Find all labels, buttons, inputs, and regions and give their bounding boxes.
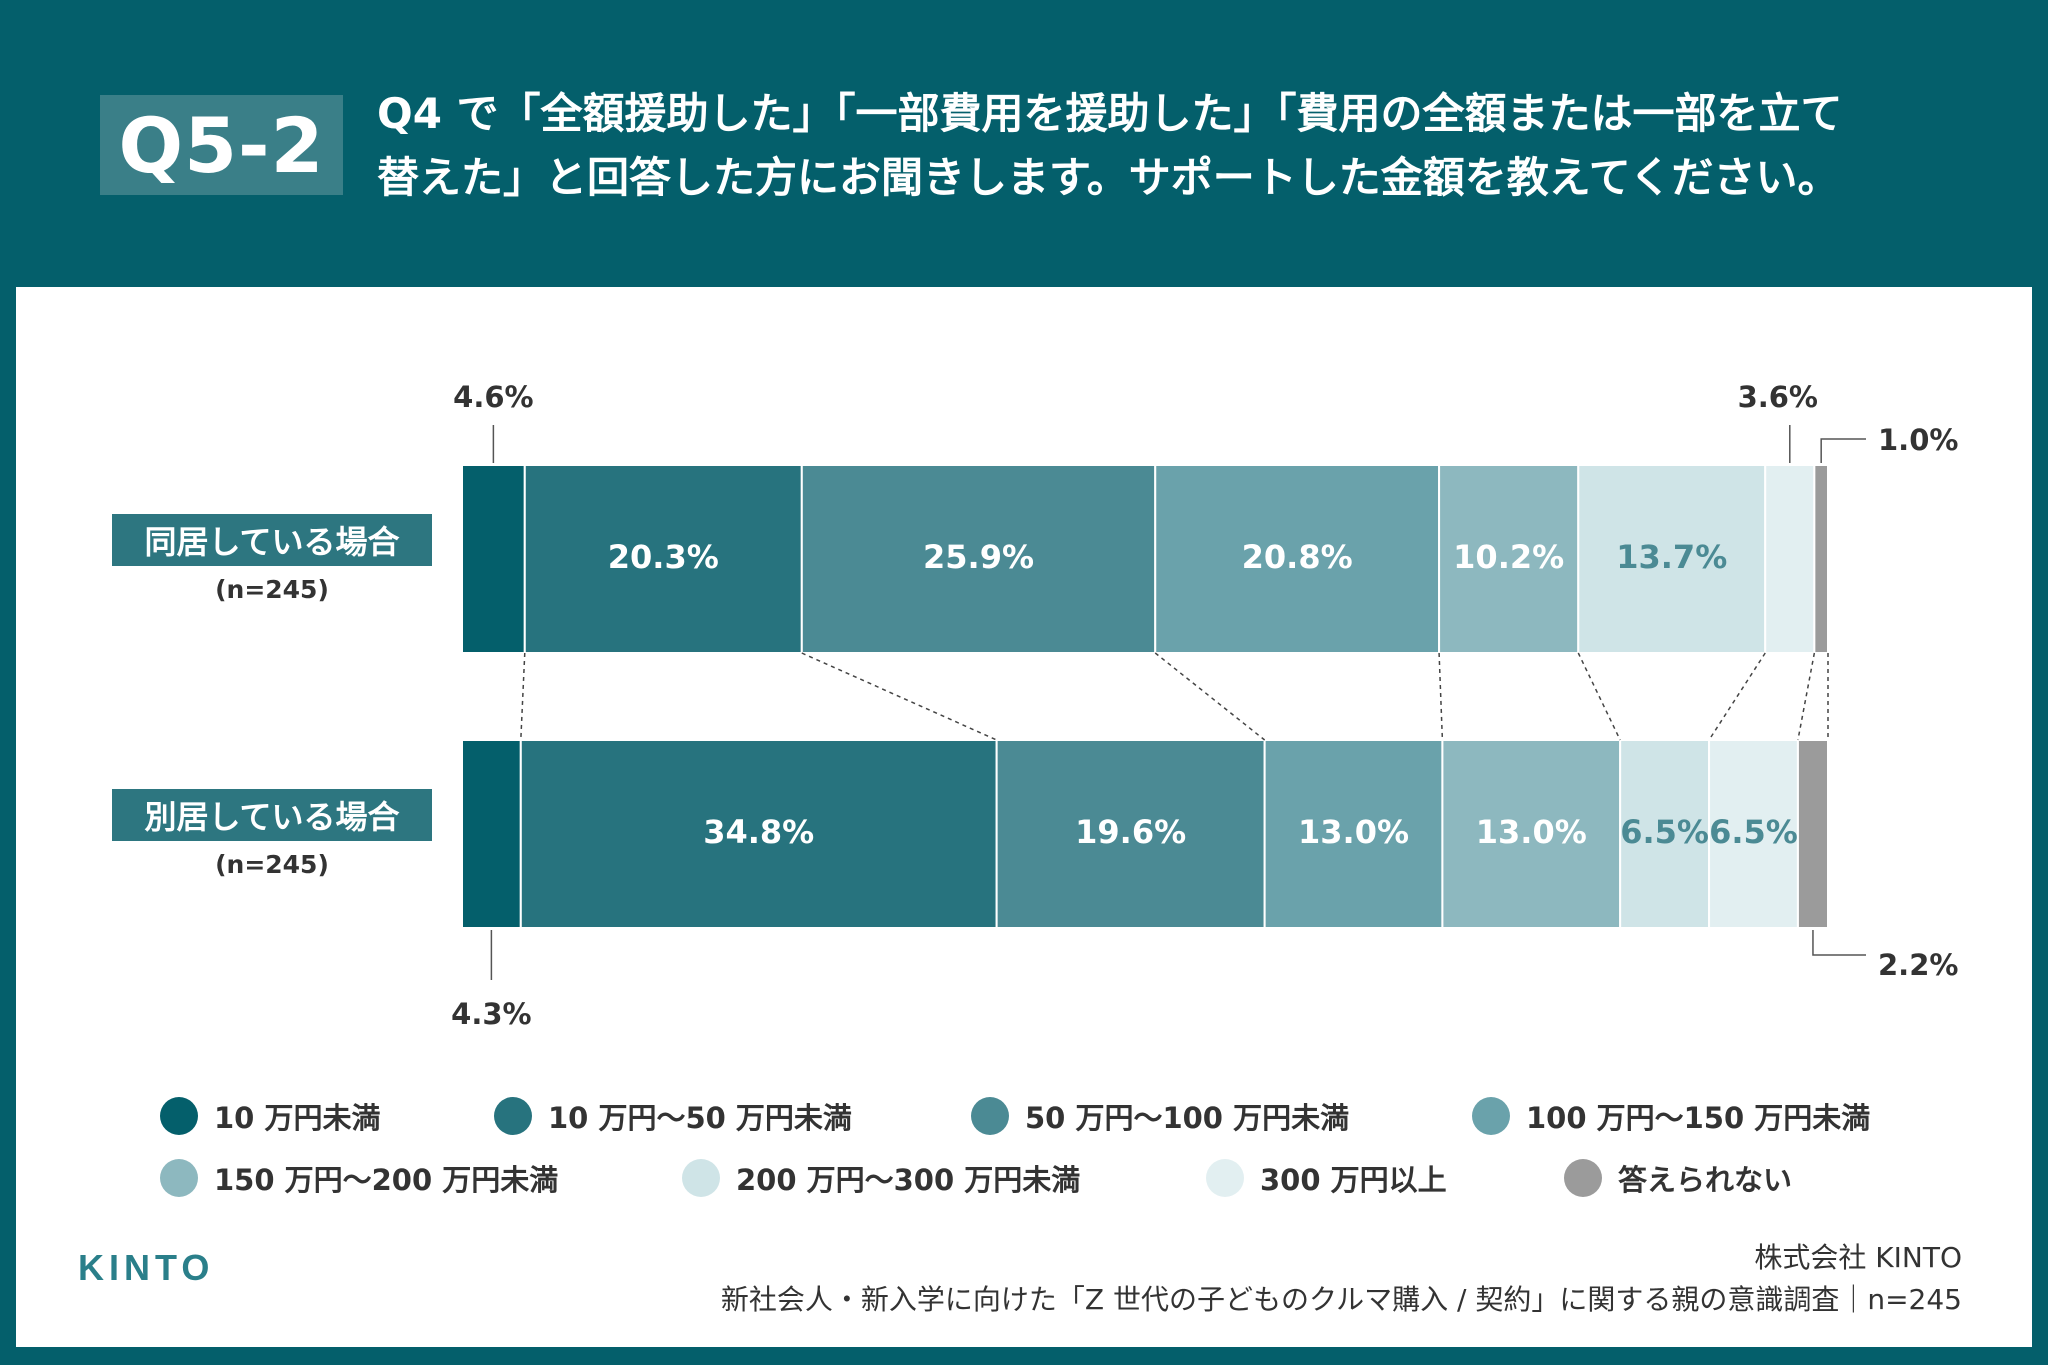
data-label: 13.7% [1616,538,1727,576]
bar-segment [1813,464,1829,654]
data-label: 13.0% [1298,813,1409,851]
legend-item: 50 万円〜100 万円未満 [971,1095,1349,1137]
legend-item: 10 万円未満 [160,1095,380,1137]
chart-panel: 4.6% 20.3% 25.9% 20.8% 10.2% 13.7% 3.6% 1.0% 4.3… [16,287,2032,1347]
data-label: 6.5% [1620,813,1709,851]
legend-swatch [1564,1159,1602,1197]
legend-swatch [1472,1097,1510,1135]
data-label: 10.2% [1453,538,1564,576]
bar-segment [1796,739,1830,929]
data-label: 4.6% [453,380,533,414]
connector-line [1154,652,1266,741]
row-n-together: (n=245) [215,575,329,604]
data-label: 6.5% [1709,813,1798,851]
data-label: 25.9% [923,538,1034,576]
legend-item: 10 万円〜50 万円未満 [494,1095,852,1137]
legend-label: 答えられない [1618,1163,1793,1197]
legend-item: 300 万円以上 [1206,1157,1447,1199]
data-label: 20.3% [608,538,719,576]
connector-line [801,652,997,741]
row-label-together: 同居している場合 [112,514,432,566]
data-label: 4.3% [451,997,531,1031]
connector-line [520,652,526,741]
bar-segment [800,464,1157,654]
legend-label: 100 万円〜150 万円未満 [1526,1101,1871,1135]
row-label-apart: 別居している場合 [112,789,432,841]
legend-label: 10 万円〜50 万円未満 [548,1101,852,1135]
question-line-1: Q4 で「全額援助した」「一部費用を援助した」「費用の全額または一部を立て [377,89,1843,138]
legend-swatch [682,1159,720,1197]
legend-swatch [494,1097,532,1135]
legend-item: 100 万円〜150 万円未満 [1472,1095,1870,1137]
source-credit: 株式会社 KINTO 新社会人・新入学に向けた「Z 世代の子どものクルマ購入 /… [721,1237,1962,1321]
survey-title: 新社会人・新入学に向けた「Z 世代の子どものクルマ購入 / 契約」に関する親の意… [720,1283,1962,1316]
bar-segment [461,739,522,929]
legend-label: 50 万円〜100 万円未満 [1025,1101,1350,1135]
legend-label: 300 万円以上 [1260,1163,1447,1197]
data-label: 20.8% [1242,538,1353,576]
bar-segment [461,464,526,654]
stacked-bar-chart: 4.6% 20.3% 25.9% 20.8% 10.2% 13.7% 3.6% 1.0% 4.3… [451,380,1958,1031]
connector-line [1438,652,1444,741]
legend-swatch [160,1159,198,1197]
bar-segment [1263,739,1444,929]
legend-label: 10 万円未満 [214,1101,381,1135]
bar-segment [519,739,998,929]
question-badge: Q5-2 [100,95,343,195]
bar-segment [1619,739,1711,929]
legend-label: 150 万円〜200 万円未満 [214,1163,559,1197]
kinto-logo: KINTO [78,1247,215,1288]
bar-segment [1438,464,1580,654]
data-label: 1.0% [1878,423,1958,457]
row-n-apart: (n=245) [215,850,329,879]
bar-segment [1154,464,1441,654]
question-line-2: 替えた」と回答した方にお聞きします。サポートした金額を教えてください。 [377,153,1840,202]
data-label: 2.2% [1878,948,1958,982]
legend-label: 200 万円〜300 万円未満 [736,1163,1081,1197]
data-label: 13.0% [1476,813,1587,851]
data-label: 19.6% [1075,813,1186,851]
legend-swatch [160,1097,198,1135]
bar-segment [995,739,1266,929]
bar-segment [1708,739,1799,929]
connector-line [1577,652,1621,741]
company-name: 株式会社 KINTO [1754,1241,1962,1274]
leader-line [1812,930,1866,956]
data-label: 34.8% [703,813,814,851]
question-text: Q4 で「全額援助した」「一部費用を援助した」「費用の全額または一部を立て 替え… [377,82,1997,210]
bar-segment [1441,739,1622,929]
header: Q5-2 Q4 で「全額援助した」「一部費用を援助した」「費用の全額または一部を… [0,0,2048,285]
legend-swatch [971,1097,1009,1135]
legend-item: 200 万円〜300 万円未満 [682,1157,1080,1199]
connector-line [1708,652,1766,741]
bar-segment [1764,464,1816,654]
data-label: 3.6% [1738,380,1818,414]
legend-item: 150 万円〜200 万円未満 [160,1157,558,1199]
connector-line [1797,652,1816,741]
legend-item: 答えられない [1564,1157,1792,1199]
bar-segment [1577,464,1767,654]
bar-segment [523,464,803,654]
legend-swatch [1206,1159,1244,1197]
leader-line [1820,438,1866,463]
